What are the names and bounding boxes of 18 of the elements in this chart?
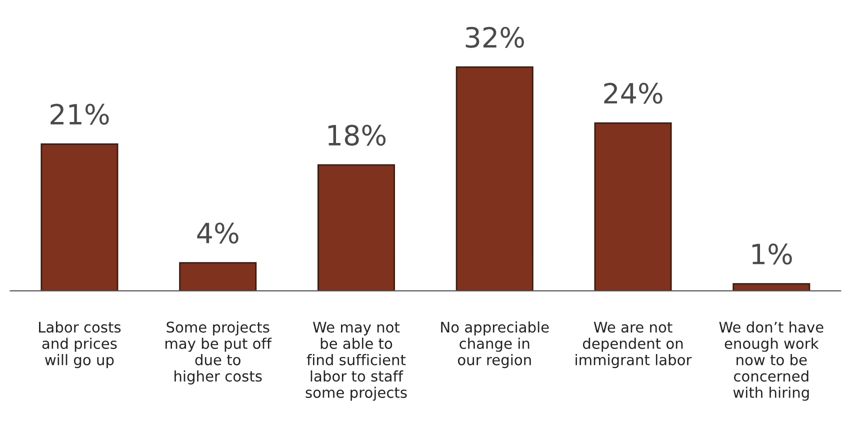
x-tick-label: We are not dependent on immigrant labor [576,322,692,368]
x-tick-label: We don’t have enough work now to be concerned with hiring [719,321,824,401]
data-label: 18% [328,124,386,146]
data-label: 24% [604,82,662,104]
bar [317,164,395,291]
data-label: 4% [197,222,238,244]
data-label: 21% [50,104,109,125]
bar [40,143,118,291]
bar [594,122,672,291]
bar [732,283,810,291]
data-label: 1% [752,244,792,265]
data-label: 32% [466,26,524,48]
x-tick-label: We may not be able to find sufficient labor to staff some projects [306,322,407,401]
bar [179,262,257,291]
x-tick-label: Some projects may be put off due to higher costs [166,321,272,384]
bar [456,66,534,291]
x-tick-label: Labor costs and prices will go up [39,321,121,368]
x-tick-label: No appreciable change in our region [441,321,549,368]
